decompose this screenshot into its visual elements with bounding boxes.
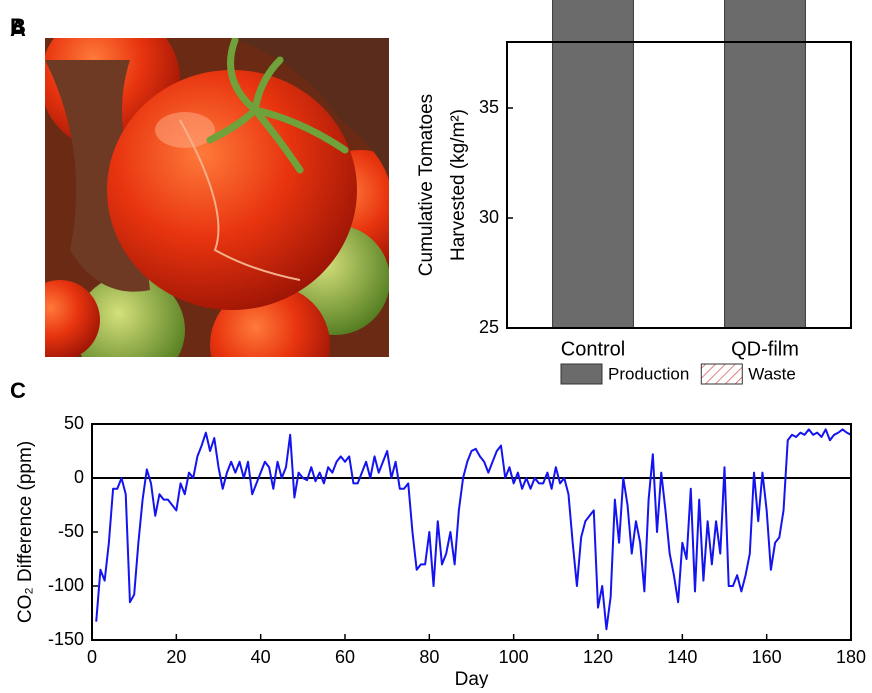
x-tick-label: 0 — [87, 647, 97, 667]
y-tick-label: 25 — [479, 317, 499, 337]
x-tick-label: 60 — [335, 647, 355, 667]
x-tick-label: 120 — [583, 647, 613, 667]
plot-frame — [91, 423, 852, 641]
bar-segment — [724, 0, 806, 329]
y-tick-label: -50 — [58, 521, 84, 541]
y-tick-label: -100 — [48, 575, 84, 595]
x-axis-label: Day — [455, 669, 489, 688]
x-tick-label: QD-film — [731, 338, 799, 360]
legend-label: Waste — [748, 364, 796, 383]
y-axis-label: Harvested (kg/m²) — [448, 109, 469, 261]
x-tick-label: 100 — [499, 647, 529, 667]
y-tick-label: 35 — [479, 97, 499, 117]
plot-frame — [506, 41, 852, 329]
legend-label: Production — [608, 364, 689, 383]
x-tick-label: 80 — [419, 647, 439, 667]
panel-label: C — [10, 378, 26, 403]
y-tick-label: 0 — [74, 467, 84, 487]
x-tick-label: 160 — [752, 647, 782, 667]
legend-swatch — [700, 363, 743, 385]
y-axis-label: CO₂ Difference (ppm) — [15, 441, 36, 623]
legend-swatch — [560, 363, 603, 385]
x-tick-label: 40 — [251, 647, 271, 667]
x-tick-label: 180 — [836, 647, 866, 667]
y-tick-label: 50 — [64, 413, 84, 433]
tomato-photo — [45, 38, 389, 357]
y-tick-label: -150 — [48, 629, 84, 649]
x-tick-label: Control — [561, 338, 625, 360]
x-tick-label: 20 — [166, 647, 186, 667]
panel-label: B — [10, 14, 26, 39]
y-tick-label: 30 — [479, 207, 499, 227]
panel-label: A — [10, 16, 26, 41]
data-line — [95, 428, 852, 631]
x-tick-label: 140 — [667, 647, 697, 667]
bar-segment — [552, 0, 634, 329]
y-axis-label: Cumulative Tomatoes — [416, 94, 437, 276]
